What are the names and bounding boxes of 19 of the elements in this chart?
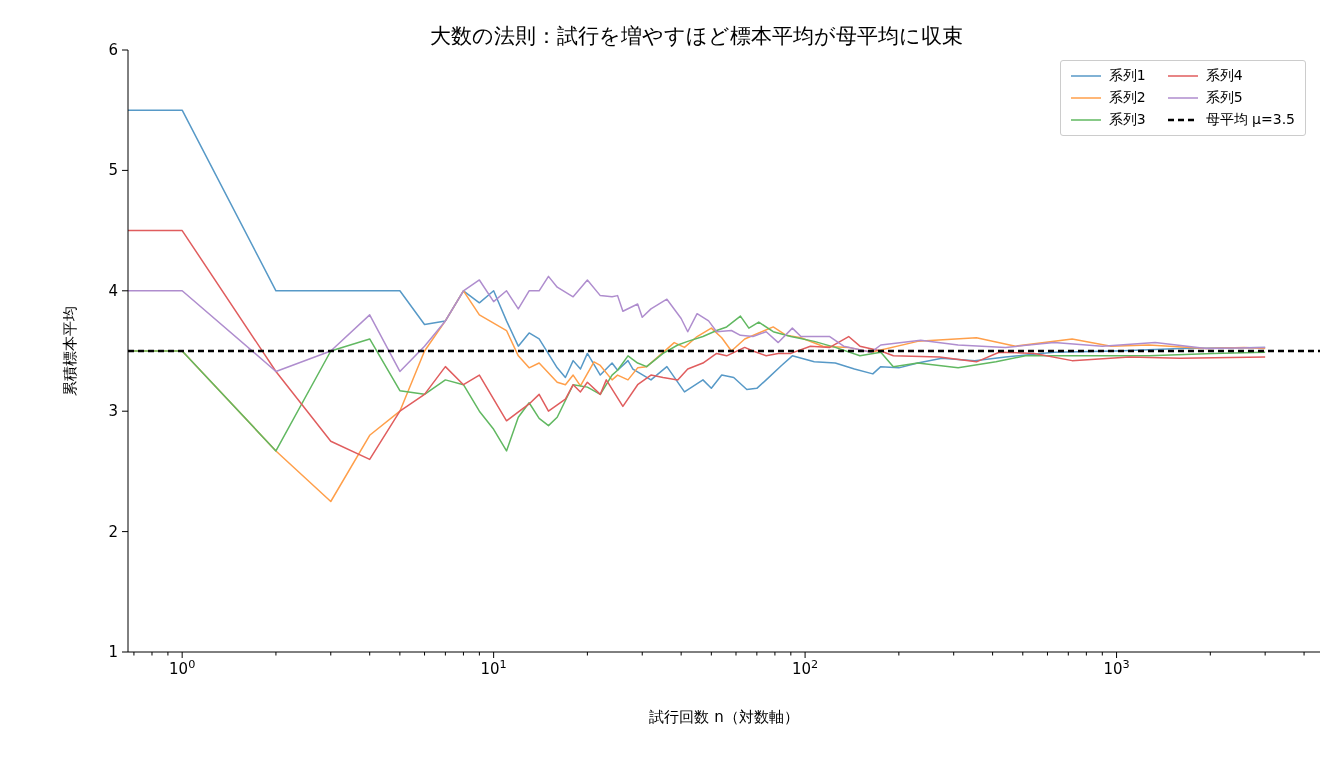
legend-label: 母平均 μ=3.5: [1205, 111, 1295, 129]
y-tick-label: 4: [108, 281, 118, 300]
y-tick-label: 3: [108, 402, 118, 421]
x-tick-label: 10$^{1}$: [480, 657, 507, 678]
legend-label: 系列1: [1108, 67, 1146, 85]
y-tick-label: 5: [108, 161, 118, 180]
legend-label: 系列3: [1108, 111, 1146, 129]
x-tick-label: 10$^{3}$: [1103, 657, 1130, 678]
x-axis-title: 試行回数 n（対数軸）: [649, 708, 799, 726]
x-tick-label: 10$^{0}$: [169, 657, 196, 678]
y-tick-label: 1: [108, 643, 118, 661]
y-tick-label: 6: [108, 41, 118, 59]
y-tick-label: 2: [108, 522, 118, 541]
y-axis-title: 累積標本平均: [61, 306, 80, 396]
legend-label: 系列4: [1205, 67, 1243, 85]
legend-label: 系列2: [1108, 89, 1146, 107]
x-tick-label: 10$^{2}$: [791, 657, 819, 678]
legend-label: 系列5: [1205, 89, 1243, 107]
chart-title: 大数の法則：試行を増やすほど標本平均が母平均に収束: [429, 24, 963, 48]
